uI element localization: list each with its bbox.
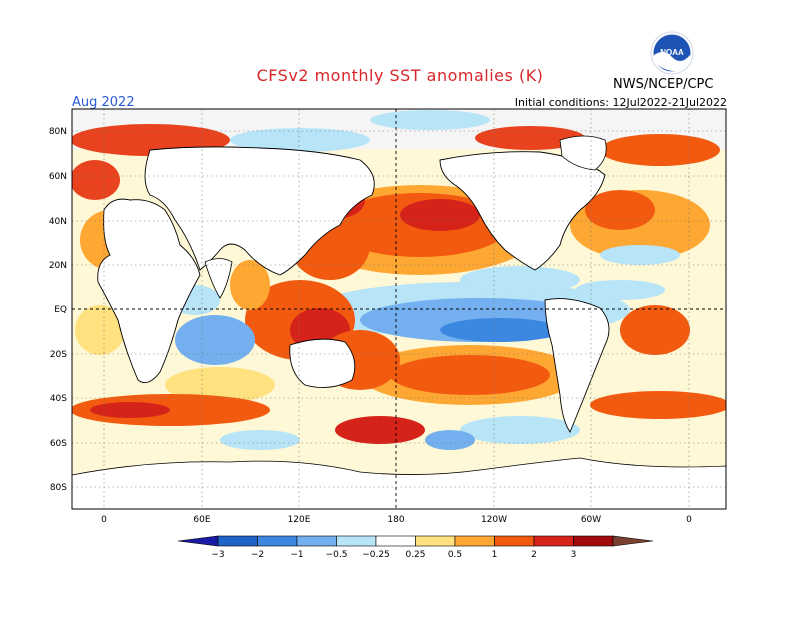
lat-axis: 80N 60N 40N 20N EQ 20S 40S 60S 80S [49, 127, 67, 493]
period-label: Aug 2022 [72, 95, 135, 110]
lat-label: 60N [49, 172, 67, 182]
colorbar-segment [217, 535, 258, 547]
lat-label: 60S [50, 439, 67, 449]
colorbar-label: 0.25 [405, 550, 425, 560]
chart-title: CFSv2 monthly SST anomalies (K) [256, 66, 544, 85]
lat-label: EQ [54, 305, 67, 315]
lon-grid [103, 109, 690, 509]
lat-label: 80S [50, 483, 67, 493]
lon-label: 60W [581, 515, 601, 525]
colorbar-segment [415, 535, 456, 547]
colorbar: −3 −2 −1 −0.5 −0.25 0.25 0.5 1 2 3 [177, 535, 654, 560]
colorbar-label: 0.5 [448, 550, 462, 560]
org-label: NWS/NCEP/CPC [613, 77, 714, 92]
lon-label: 0 [686, 515, 692, 525]
lat-label: 80N [49, 127, 67, 137]
colorbar-arrow-high [612, 535, 654, 547]
colorbar-label: −0.5 [326, 550, 348, 560]
colorbar-label: 2 [531, 550, 537, 560]
init-conditions-label: Initial conditions: 12Jul2022-21Jul2022 [514, 96, 727, 109]
lon-label: 60E [193, 515, 210, 525]
colorbar-segment [336, 535, 377, 547]
logo-text: NOAA [660, 48, 684, 57]
anomaly-field [72, 109, 726, 509]
noaa-logo: NOAA [650, 31, 694, 75]
colorbar-arrow-low [177, 535, 219, 547]
colorbar-label: 1 [492, 550, 498, 560]
colorbar-label: 3 [571, 550, 577, 560]
lat-label: 40S [50, 394, 67, 404]
colorbar-label: −3 [211, 550, 224, 560]
lat-label: 40N [49, 217, 67, 227]
colorbar-label: −1 [290, 550, 303, 560]
lon-label: 0 [101, 515, 107, 525]
colorbar-segment [573, 535, 614, 547]
colorbar-label: −2 [251, 550, 264, 560]
lon-label: 120E [288, 515, 311, 525]
lat-label: 20S [50, 350, 67, 360]
colorbar-segment [454, 535, 495, 547]
lon-label: 120W [481, 515, 507, 525]
lat-grid [72, 130, 726, 488]
colorbar-segment [533, 535, 574, 547]
lon-label: 180 [387, 515, 404, 525]
lat-label: 20N [49, 261, 67, 271]
colorbar-segment [296, 535, 337, 547]
colorbar-segment [257, 535, 298, 547]
colorbar-label: −0.25 [362, 550, 390, 560]
map-frame [71, 108, 727, 510]
lon-axis: 0 60E 120E 180 120W 60W 0 [101, 515, 692, 525]
colorbar-segment [494, 535, 535, 547]
colorbar-segment [375, 535, 416, 547]
